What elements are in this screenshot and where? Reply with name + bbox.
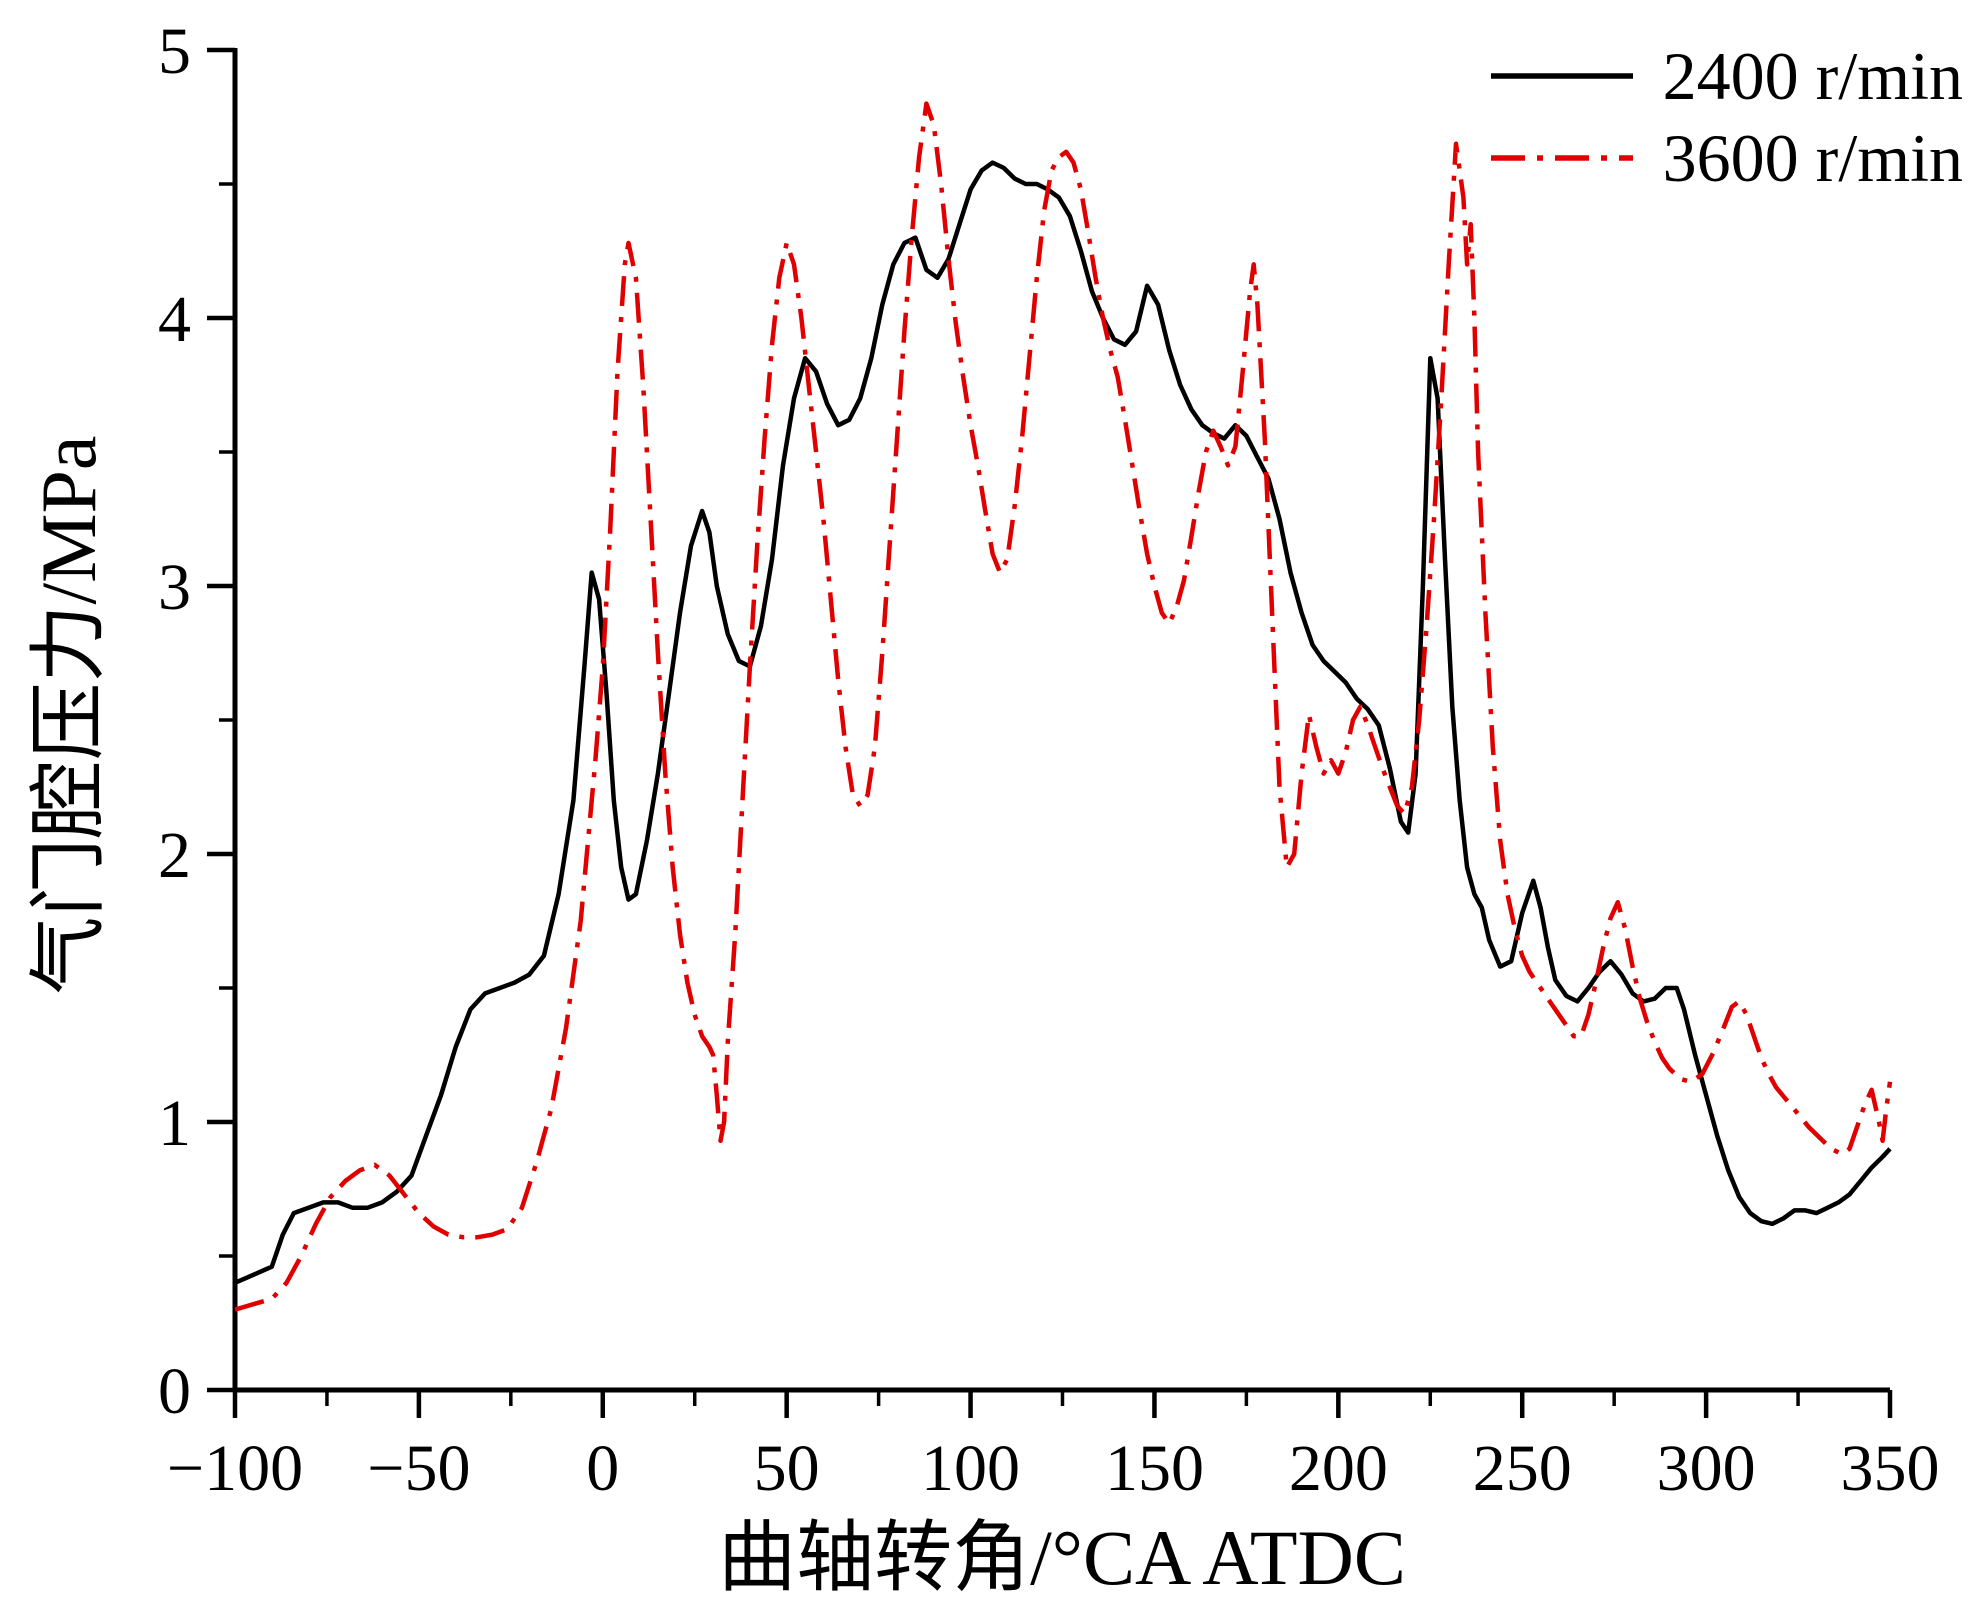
- series-line-3600: [234, 101, 1893, 1312]
- legend-label-3600: 3600 r/min: [1662, 120, 1963, 196]
- y-axis-title: 气门腔压力/MPa: [25, 435, 112, 995]
- x-tick-label: 350: [1841, 1432, 1940, 1505]
- x-axis-title: 曲轴转角/°CA ATDC: [718, 1514, 1406, 1601]
- legend: 2400 r/min 3600 r/min: [1487, 42, 1963, 192]
- y-tick-label: 3: [158, 551, 191, 624]
- y-tick-label: 4: [158, 283, 191, 356]
- axis-lines: [232, 48, 1890, 1393]
- x-tick-label: 0: [586, 1432, 619, 1505]
- x-tick-label: 50: [754, 1432, 820, 1505]
- series-line-2400: [234, 160, 1892, 1285]
- legend-item-2400: 2400 r/min: [1487, 42, 1963, 110]
- x-tick-label: −50: [367, 1432, 470, 1505]
- y-tick-label: 0: [158, 1355, 191, 1428]
- x-tick-label: 250: [1473, 1432, 1572, 1505]
- x-tick-label: 150: [1105, 1432, 1204, 1505]
- x-tick-label: 300: [1657, 1432, 1756, 1505]
- x-tick-label: −100: [167, 1432, 303, 1505]
- x-tick-label: 200: [1289, 1432, 1388, 1505]
- legend-line-sample-solid: [1490, 73, 1633, 79]
- legend-label-2400: 2400 r/min: [1662, 38, 1963, 114]
- y-tick-label: 2: [158, 819, 191, 892]
- x-tick-label: 100: [921, 1432, 1020, 1505]
- legend-item-3600: 3600 r/min: [1487, 124, 1963, 192]
- legend-line-sample-dashdot: [1490, 155, 1633, 161]
- y-tick-label: 1: [158, 1087, 191, 1160]
- y-tick-label: 5: [158, 15, 191, 88]
